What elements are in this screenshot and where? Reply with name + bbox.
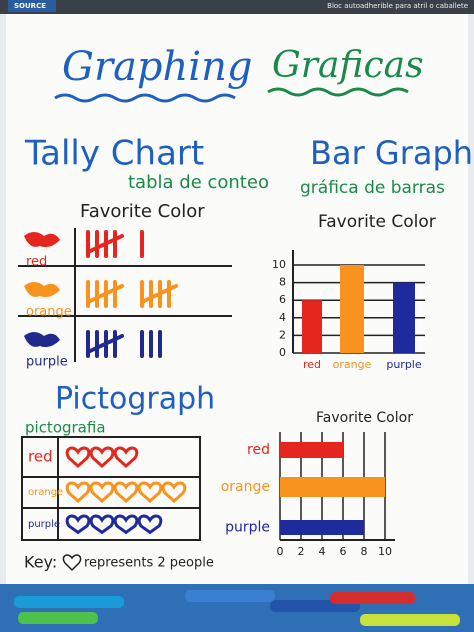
- tally-title: Tally Chart: [24, 134, 204, 174]
- heart: [65, 446, 91, 469]
- tally-marks: [86, 230, 144, 258]
- color-swatch: [24, 232, 60, 248]
- hearts: [65, 514, 163, 535]
- y-tick-label: red: [247, 442, 270, 458]
- heart: [113, 514, 139, 535]
- marker: [330, 592, 415, 604]
- y-tick-label: 4: [279, 311, 286, 324]
- color-swatch: [24, 282, 60, 298]
- row-label: purple: [28, 519, 60, 530]
- underline: [54, 93, 236, 103]
- marker: [18, 612, 98, 624]
- title-en: Graphing: [62, 44, 252, 90]
- marker: [185, 590, 275, 602]
- heart: [65, 514, 91, 535]
- y-tick-label: 10: [272, 258, 286, 271]
- tally-chart-title: Favorite Color: [80, 201, 205, 222]
- heart: [137, 481, 163, 504]
- x-tick-label: orange: [333, 358, 372, 371]
- color-swatch: [24, 332, 60, 348]
- x-tick-label: 8: [361, 545, 368, 558]
- pad-header: [0, 0, 474, 14]
- x-tick-label: 0: [277, 545, 284, 558]
- y-tick-label: 2: [279, 328, 286, 341]
- bar-title: Bar Graph: [310, 134, 473, 172]
- row-label: purple: [26, 355, 68, 370]
- bar: [393, 282, 415, 353]
- heart: [113, 446, 139, 469]
- heart: [137, 514, 163, 535]
- x-tick-label: red: [303, 358, 321, 371]
- underline: [267, 87, 409, 97]
- x-tick-label: 2: [298, 545, 305, 558]
- y-tick-label: purple: [225, 520, 270, 536]
- bar: [280, 477, 385, 497]
- row-label: orange: [28, 487, 63, 498]
- y-tick-label: 6: [279, 293, 286, 306]
- x-tick-label: 4: [319, 545, 326, 558]
- brand-label: SOURCE: [14, 2, 46, 10]
- bar: [302, 300, 322, 353]
- tally-stroke: [86, 284, 124, 304]
- title-es: Graficas: [272, 45, 424, 86]
- x-tick-label: 10: [378, 545, 392, 558]
- x-tick-label: purple: [386, 358, 422, 371]
- key-text: represents 2 people: [84, 556, 214, 571]
- heart: [113, 481, 139, 504]
- y-tick-label: 8: [279, 276, 286, 289]
- pictograph-title: Pictograph: [55, 382, 215, 417]
- pictograph-subtitle: pictografia: [25, 419, 106, 437]
- key-heart-icon: [62, 554, 82, 572]
- bar-chart-title: Favorite Color: [318, 212, 436, 232]
- heart: [89, 514, 115, 535]
- row-label: orange: [26, 305, 72, 320]
- tally-marks: [86, 280, 178, 308]
- marker: [360, 614, 460, 626]
- brand-tag: [8, 0, 56, 12]
- marker: [14, 596, 124, 608]
- tally-subtitle: tabla de conteo: [128, 172, 269, 193]
- y-tick-label: orange: [221, 479, 270, 495]
- y-tick-label: 0: [279, 346, 286, 359]
- paper: [6, 14, 468, 584]
- bar-subtitle: gráfica de barras: [300, 178, 445, 198]
- tally-stroke: [86, 234, 124, 254]
- tally-stroke: [86, 334, 124, 354]
- bar: [280, 520, 364, 535]
- key-prefix: Key:: [24, 553, 57, 572]
- tally-marks: [86, 330, 162, 358]
- x-tick-label: 6: [340, 545, 347, 558]
- hearts: [65, 446, 139, 469]
- heart: [89, 481, 115, 504]
- table-frame: [21, 436, 201, 541]
- hearts: [65, 481, 187, 504]
- heart: [65, 481, 91, 504]
- bar: [340, 265, 364, 353]
- pad-label: Bloc autoadherible para atril o caballet…: [327, 2, 468, 10]
- hbar-chart-title: Favorite Color: [316, 410, 413, 426]
- row-label: red: [28, 448, 53, 466]
- heart: [161, 481, 187, 504]
- bar: [280, 442, 343, 458]
- heart: [89, 446, 115, 469]
- tally-stroke: [140, 284, 178, 304]
- row-label: red: [26, 255, 47, 270]
